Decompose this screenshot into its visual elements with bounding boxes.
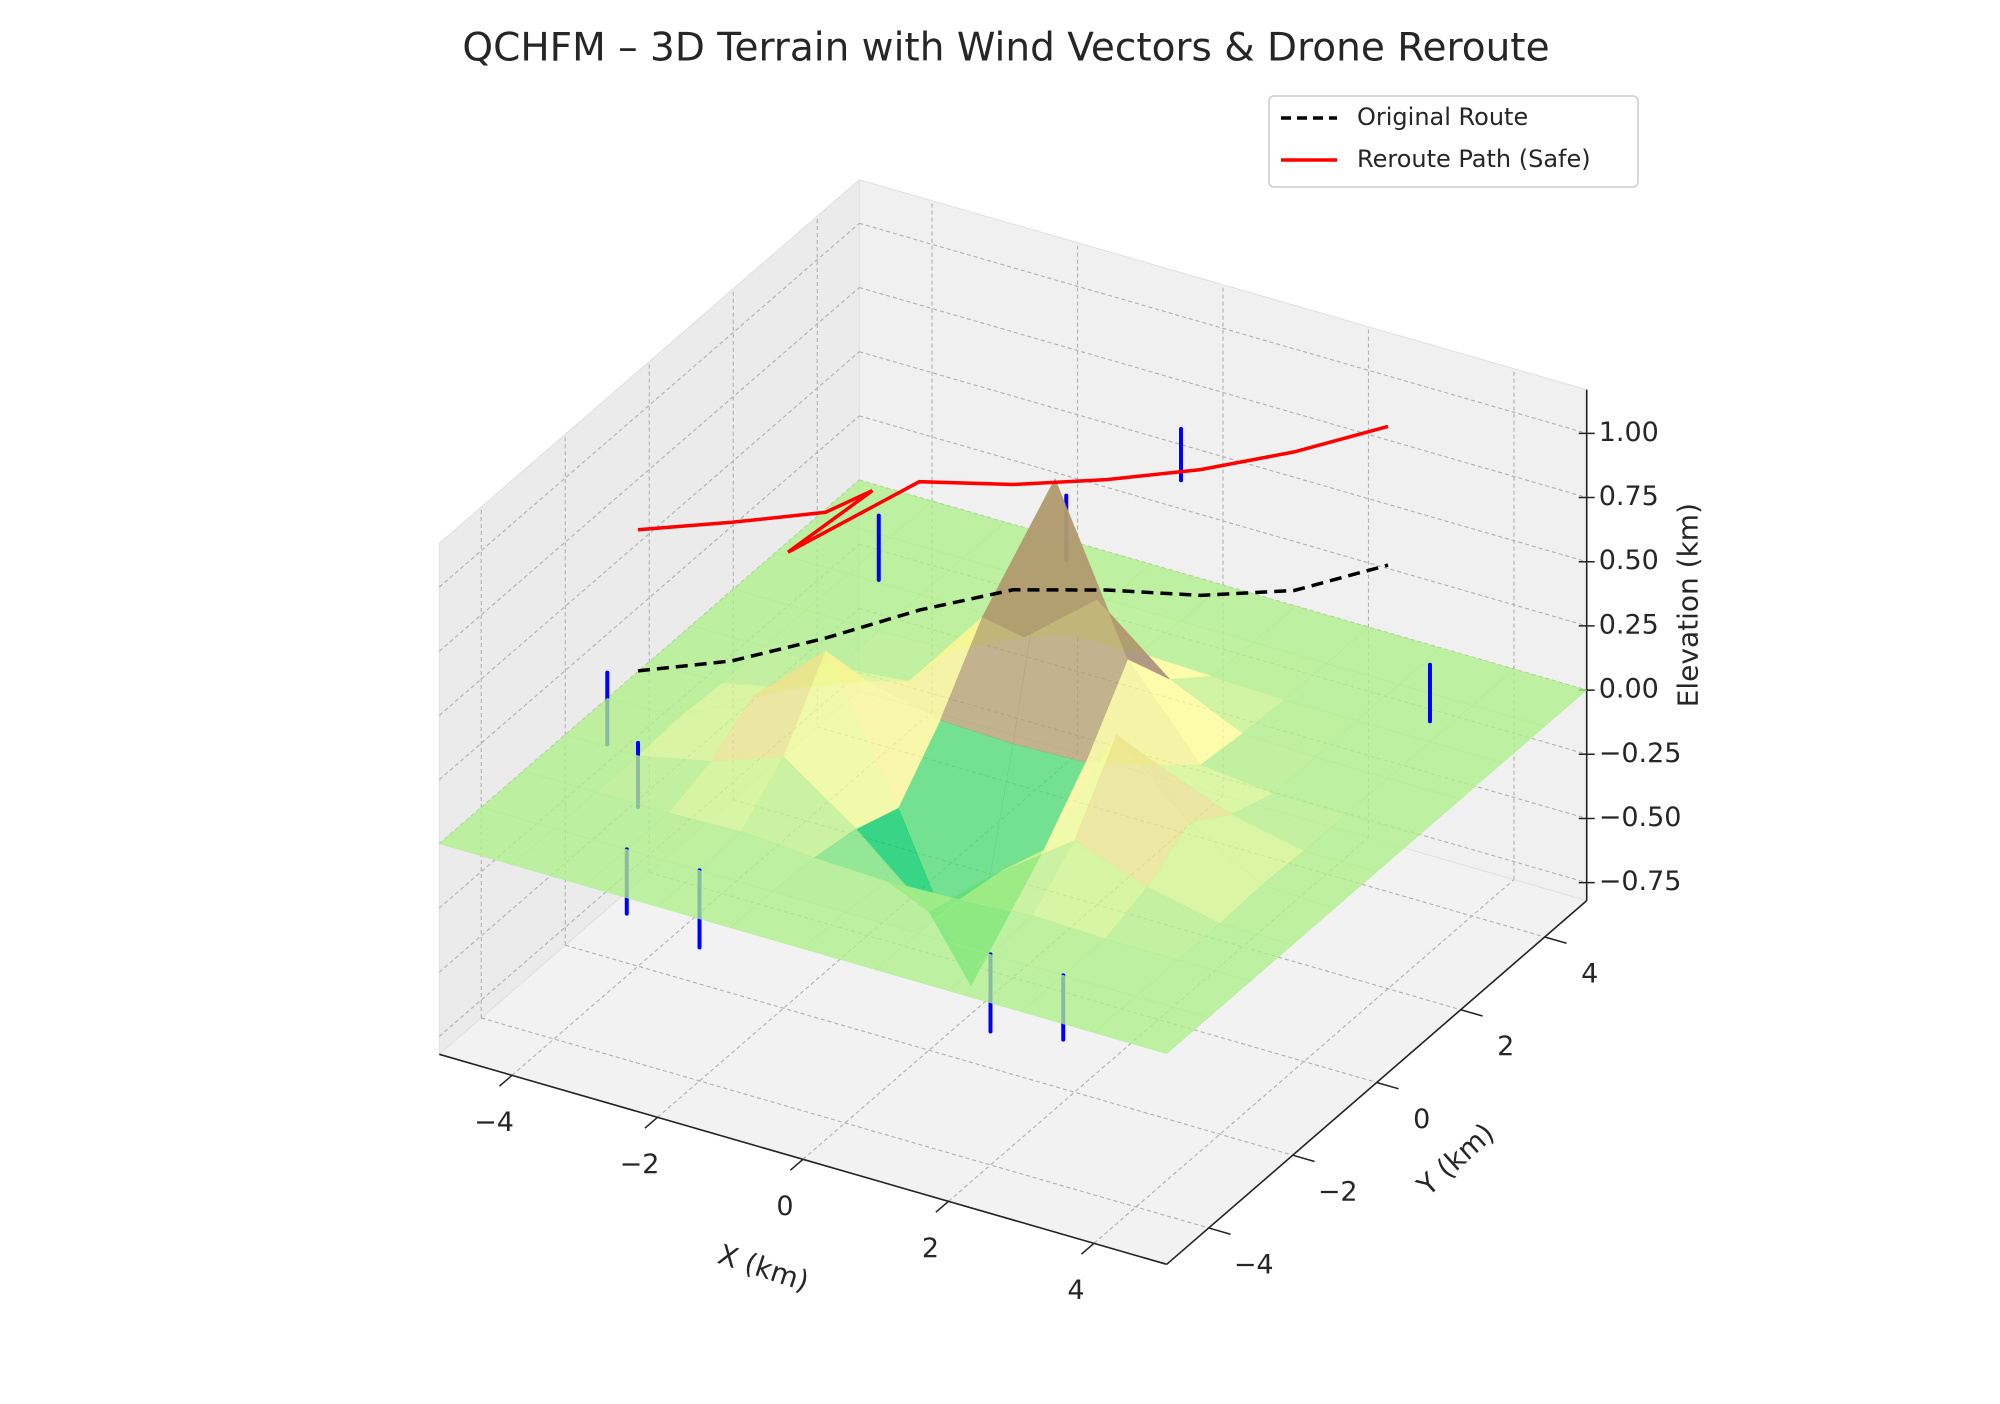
z-tick-label: −0.25 [1599, 738, 1682, 769]
grid-line [1093, 879, 1515, 1244]
grid-line [438, 287, 860, 652]
x-tick-label: 0 [776, 1191, 793, 1222]
tick-mark [1292, 1154, 1315, 1163]
axis-line [1166, 900, 1588, 1265]
z-tick-label: 0.00 [1599, 674, 1659, 705]
tick-mark [1544, 936, 1567, 945]
chart-title: QCHFM – 3D Terrain with Wind Vectors & D… [462, 26, 1549, 71]
legend-label: Original Route [1357, 103, 1528, 131]
surface-face [1093, 996, 1210, 1055]
tick-mark [644, 1116, 659, 1129]
x-axis-label: X (km) [714, 1238, 813, 1298]
legend-label: Reroute Path (Safe) [1357, 145, 1591, 173]
x-tick-label: 2 [922, 1233, 939, 1264]
grid-line [565, 944, 1293, 1156]
route-line [637, 563, 1389, 673]
route-line [637, 424, 1389, 554]
z-tick-label: 1.00 [1599, 417, 1659, 448]
surface-face [1012, 477, 1129, 763]
tick-mark [935, 1200, 949, 1213]
plot-area [438, 424, 1588, 1055]
grid-line [481, 1017, 1209, 1229]
y-tick-label: 4 [1581, 958, 1598, 989]
x-tick-label: −4 [474, 1107, 514, 1138]
tick-mark [1376, 1081, 1399, 1090]
y-tick-label: −2 [1318, 1177, 1358, 1208]
tick-mark [498, 1074, 513, 1087]
tick-mark [789, 1158, 804, 1171]
tick-mark [1080, 1242, 1095, 1255]
z-axis-label: Elevation (km) [1672, 503, 1705, 707]
axis-line [439, 1053, 1167, 1266]
x-tick-label: 4 [1067, 1275, 1084, 1306]
tick-mark [1460, 1009, 1483, 1017]
grid-line [859, 286, 1587, 499]
z-tick-label: 0.25 [1599, 609, 1659, 640]
grid-line [438, 351, 860, 716]
y-tick-label: −4 [1234, 1249, 1274, 1280]
z-tick-label: −0.75 [1599, 866, 1682, 897]
z-tick-label: 0.75 [1599, 481, 1659, 512]
legend-box [1268, 95, 1639, 188]
grid-line [438, 415, 860, 781]
tick-mark [1208, 1227, 1231, 1235]
grid-line [859, 222, 1587, 434]
grid-line [859, 351, 1587, 563]
legend: Original Route Reroute Path (Safe) [1268, 95, 1639, 188]
x-tick-label: −2 [620, 1149, 660, 1180]
z-tick-label: 0.50 [1599, 545, 1659, 576]
y-tick-label: 0 [1413, 1104, 1430, 1135]
y-tick-label: 2 [1497, 1031, 1514, 1062]
grid-line [438, 222, 860, 588]
z-tick-label: −0.50 [1599, 802, 1682, 833]
grid-line [859, 415, 1587, 627]
